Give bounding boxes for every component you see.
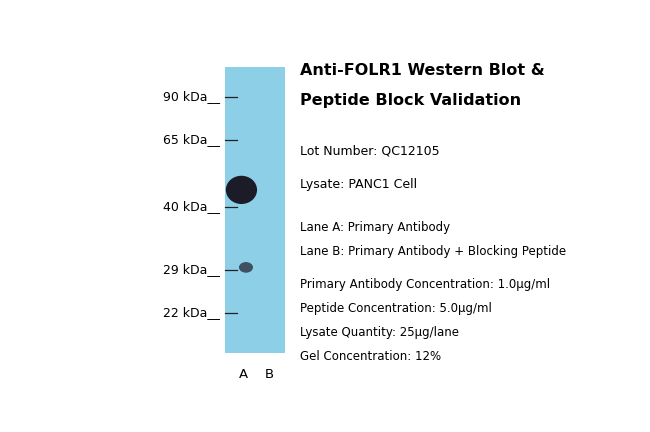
- Text: 65 kDa__: 65 kDa__: [162, 133, 220, 146]
- Text: Lysate Quantity: 25µg/lane: Lysate Quantity: 25µg/lane: [300, 326, 460, 339]
- Text: Lane A: Primary Antibody: Lane A: Primary Antibody: [300, 222, 450, 235]
- Text: Peptide Block Validation: Peptide Block Validation: [300, 93, 521, 108]
- Text: 40 kDa__: 40 kDa__: [162, 200, 220, 213]
- Text: B: B: [265, 368, 274, 381]
- Text: Primary Antibody Concentration: 1.0µg/ml: Primary Antibody Concentration: 1.0µg/ml: [300, 278, 551, 291]
- Text: 29 kDa__: 29 kDa__: [163, 263, 220, 276]
- Text: Lane B: Primary Antibody + Blocking Peptide: Lane B: Primary Antibody + Blocking Pept…: [300, 245, 567, 258]
- Text: Gel Concentration: 12%: Gel Concentration: 12%: [300, 350, 441, 363]
- Text: Anti-FOLR1 Western Blot &: Anti-FOLR1 Western Blot &: [300, 64, 545, 79]
- Text: 22 kDa__: 22 kDa__: [163, 306, 220, 319]
- Ellipse shape: [239, 262, 253, 273]
- Bar: [225, 67, 285, 353]
- Text: Lysate: PANC1 Cell: Lysate: PANC1 Cell: [300, 178, 417, 191]
- Text: 90 kDa__: 90 kDa__: [162, 90, 220, 103]
- Text: Peptide Concentration: 5.0µg/ml: Peptide Concentration: 5.0µg/ml: [300, 302, 492, 315]
- Ellipse shape: [226, 176, 257, 204]
- Text: A: A: [239, 368, 248, 381]
- Text: Lot Number: QC12105: Lot Number: QC12105: [300, 145, 440, 158]
